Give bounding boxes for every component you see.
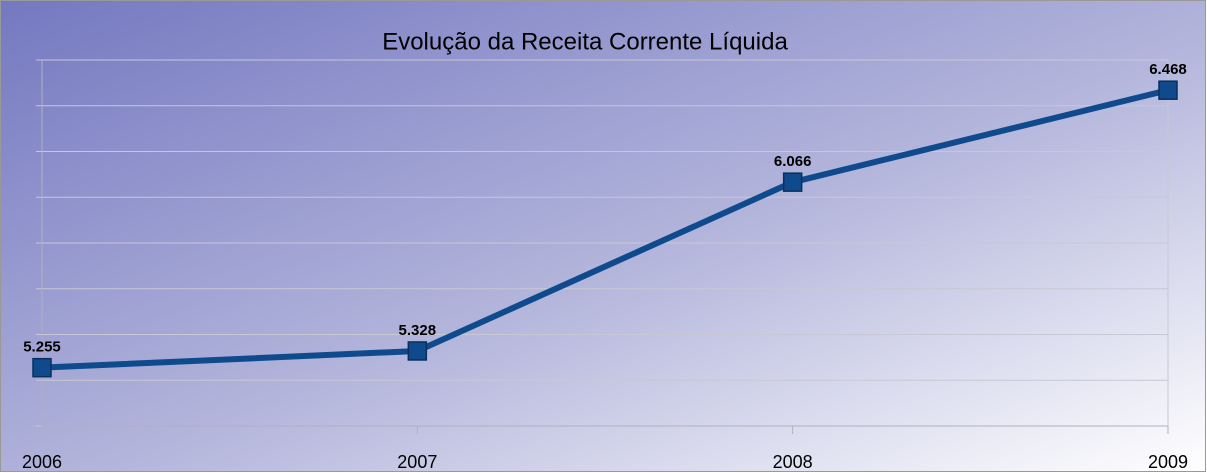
data-label: 6.066 <box>774 153 812 170</box>
x-tick-label: 2007 <box>397 452 437 472</box>
x-tick-label: 2006 <box>22 452 62 472</box>
point <box>32 357 52 378</box>
point <box>1158 80 1178 100</box>
chart-title: Evolução da Receita Corrente Líquida <box>382 28 788 55</box>
point <box>407 341 428 361</box>
line <box>41 87 1169 371</box>
data-label: 6.468 <box>1149 61 1187 78</box>
data-label: 5.328 <box>399 322 437 339</box>
x-tick-label: 2008 <box>773 452 813 472</box>
x-tick-label: 2009 <box>1148 452 1188 472</box>
point <box>782 172 803 192</box>
data-label: 5.255 <box>23 339 61 356</box>
